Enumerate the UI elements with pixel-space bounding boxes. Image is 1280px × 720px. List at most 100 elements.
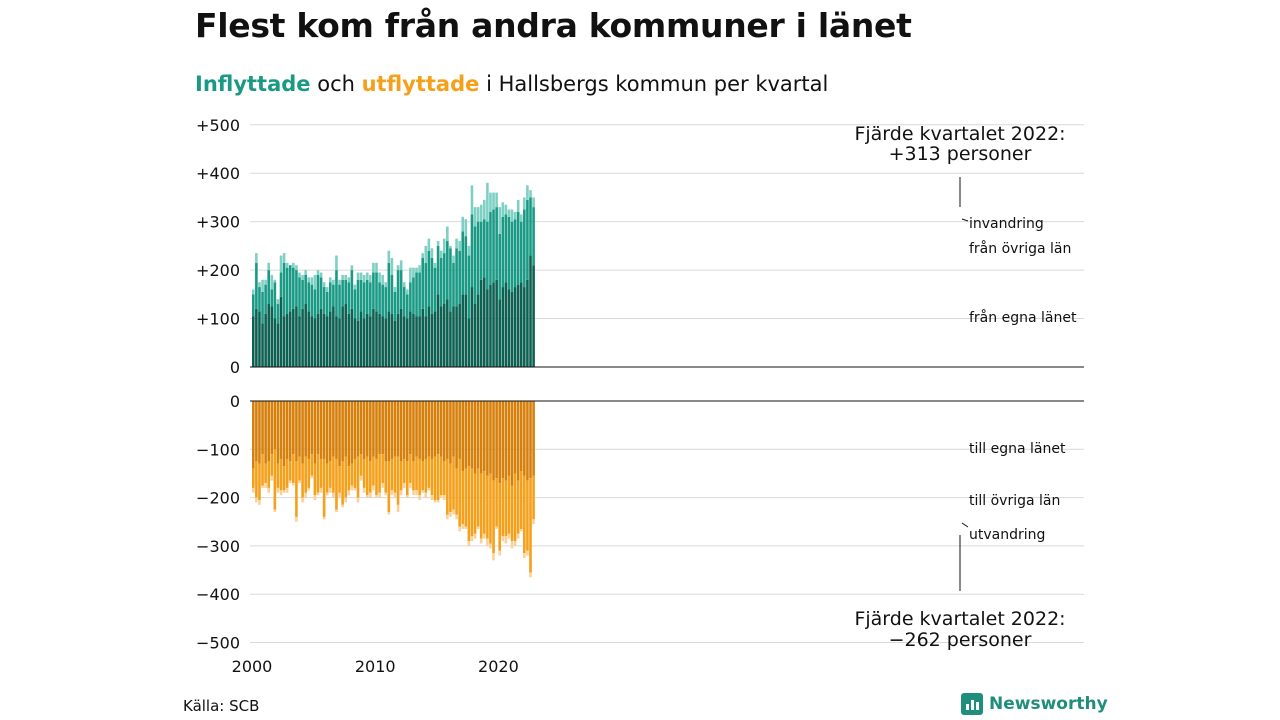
bar-utflyttade bbox=[476, 468, 480, 527]
bar-inflyttade bbox=[372, 262, 375, 273]
bar-utflyttade bbox=[523, 553, 526, 558]
bar-inflyttade bbox=[273, 279, 277, 283]
bar-utflyttade bbox=[399, 490, 403, 496]
bar-inflyttade bbox=[532, 265, 535, 367]
bar-utflyttade bbox=[532, 475, 535, 520]
bar-inflyttade bbox=[338, 284, 341, 319]
bar-inflyttade bbox=[504, 204, 508, 215]
bar-inflyttade bbox=[452, 255, 455, 263]
bar-inflyttade bbox=[365, 313, 369, 367]
bar-utflyttade bbox=[329, 487, 332, 493]
bar-utflyttade bbox=[387, 512, 391, 515]
bar-inflyttade bbox=[519, 282, 523, 367]
bar-inflyttade bbox=[532, 207, 535, 266]
bar-inflyttade bbox=[526, 279, 529, 367]
bar-utflyttade bbox=[396, 504, 400, 513]
bar-utflyttade bbox=[516, 480, 520, 534]
bar-utflyttade bbox=[258, 401, 261, 464]
bar-utflyttade bbox=[313, 401, 317, 464]
bar-utflyttade bbox=[313, 495, 317, 501]
bar-inflyttade bbox=[322, 313, 326, 367]
bar-inflyttade bbox=[424, 262, 428, 317]
bar-utflyttade bbox=[418, 495, 421, 501]
bar-inflyttade bbox=[384, 287, 388, 319]
bar-inflyttade bbox=[516, 284, 520, 367]
bar-inflyttade bbox=[470, 287, 474, 367]
bar-utflyttade bbox=[406, 495, 409, 498]
bar-inflyttade bbox=[313, 318, 317, 367]
bar-utflyttade bbox=[319, 487, 323, 493]
label-connector bbox=[961, 218, 969, 222]
bar-utflyttade bbox=[489, 473, 492, 544]
bar-inflyttade bbox=[421, 253, 424, 258]
bar-inflyttade bbox=[467, 245, 471, 256]
bar-inflyttade bbox=[433, 311, 437, 367]
bar-utflyttade bbox=[267, 401, 270, 462]
bar-utflyttade bbox=[264, 401, 267, 464]
y-tick-label: −100 bbox=[196, 440, 240, 459]
bar-utflyttade bbox=[436, 454, 440, 501]
bar-inflyttade bbox=[446, 241, 449, 300]
bar-inflyttade bbox=[486, 182, 489, 222]
bar-utflyttade bbox=[301, 497, 304, 503]
bar-inflyttade bbox=[288, 265, 292, 312]
bar-inflyttade bbox=[458, 241, 461, 251]
bar-utflyttade bbox=[258, 463, 261, 501]
bar-inflyttade bbox=[483, 219, 486, 278]
bar-inflyttade bbox=[298, 316, 301, 367]
bar-utflyttade bbox=[424, 458, 428, 493]
bar-inflyttade bbox=[430, 257, 434, 314]
bar-utflyttade bbox=[406, 401, 409, 462]
bar-inflyttade bbox=[378, 313, 381, 367]
bar-utflyttade bbox=[442, 461, 446, 496]
bar-inflyttade bbox=[285, 313, 289, 367]
bar-inflyttade bbox=[473, 207, 477, 227]
bar-inflyttade bbox=[412, 313, 415, 367]
bar-inflyttade bbox=[501, 202, 505, 217]
bar-inflyttade bbox=[415, 316, 418, 367]
bar-inflyttade bbox=[436, 294, 440, 367]
bar-utflyttade bbox=[255, 401, 258, 462]
bar-inflyttade bbox=[252, 289, 255, 295]
bar-utflyttade bbox=[273, 449, 277, 510]
bar-inflyttade bbox=[298, 272, 301, 278]
bar-inflyttade bbox=[384, 318, 388, 367]
bar-inflyttade bbox=[412, 277, 415, 314]
bar-inflyttade bbox=[409, 311, 412, 367]
bar-inflyttade bbox=[455, 248, 458, 307]
bar-inflyttade bbox=[350, 265, 354, 271]
bar-inflyttade bbox=[479, 221, 483, 280]
bar-inflyttade bbox=[307, 277, 311, 283]
bar-utflyttade bbox=[449, 512, 452, 517]
bar-utflyttade bbox=[473, 533, 477, 539]
bar-inflyttade bbox=[264, 313, 267, 367]
bar-utflyttade bbox=[409, 454, 412, 484]
bar-utflyttade bbox=[276, 463, 280, 488]
label-connector bbox=[961, 522, 969, 528]
newsworthy-logo: Newsworthy bbox=[961, 693, 1108, 715]
bar-utflyttade bbox=[375, 401, 378, 459]
bar-inflyttade bbox=[270, 306, 274, 367]
bar-utflyttade bbox=[433, 401, 437, 457]
bar-inflyttade bbox=[483, 277, 486, 367]
bar-utflyttade bbox=[347, 466, 351, 491]
bar-utflyttade bbox=[325, 463, 329, 493]
bar-utflyttade bbox=[458, 458, 461, 527]
bar-utflyttade bbox=[307, 458, 311, 488]
bar-utflyttade bbox=[322, 401, 326, 459]
bar-inflyttade bbox=[470, 185, 474, 215]
bar-utflyttade bbox=[378, 454, 381, 493]
bar-utflyttade bbox=[381, 454, 384, 484]
bar-inflyttade bbox=[427, 250, 431, 307]
bar-inflyttade bbox=[446, 299, 449, 367]
bar-utflyttade bbox=[261, 454, 264, 486]
bar-inflyttade bbox=[341, 306, 344, 367]
bar-utflyttade bbox=[356, 456, 360, 498]
bar-inflyttade bbox=[455, 238, 458, 249]
bar-utflyttade bbox=[439, 456, 443, 496]
bar-inflyttade bbox=[396, 265, 400, 271]
bar-utflyttade bbox=[486, 401, 489, 476]
bar-utflyttade bbox=[461, 401, 465, 472]
bar-inflyttade bbox=[350, 308, 354, 367]
bar-utflyttade bbox=[513, 541, 517, 546]
